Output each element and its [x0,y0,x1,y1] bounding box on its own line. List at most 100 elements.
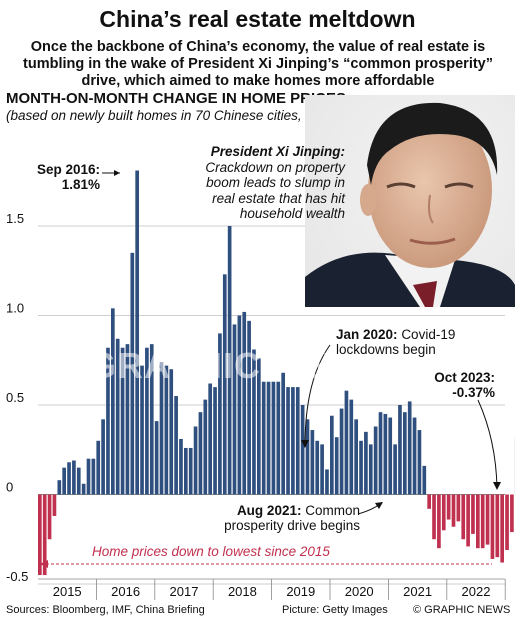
aug2021-date: Aug 2021: [236,503,302,518]
x-tick-label: 2017 [170,584,199,599]
sep2016-date: Sep 2016: [36,162,100,177]
bar [495,494,500,558]
bar [427,494,431,509]
bar [271,381,276,495]
oct2023-annotation: Oct 2023: -0.37% [405,370,495,400]
bar [378,412,383,495]
bar [57,480,62,495]
bar [184,447,188,495]
bar [315,440,320,495]
bar [286,387,290,495]
x-tick-label: 2022 [462,584,491,599]
bar [120,347,125,495]
bar [461,494,466,540]
bar [364,431,368,495]
bar [505,494,509,550]
bar [96,440,101,495]
jan2020-arrowhead [301,440,309,448]
subtitle: Once the backbone of China’s economy, th… [23,39,493,89]
lowest-note: Home prices down to lowest since 2015 [92,544,330,559]
bar [456,494,461,522]
bar [81,483,86,495]
main-title: China’s real estate meltdown [99,6,416,32]
bar [188,447,193,495]
bar [344,390,349,495]
oct2023-value: -0.37% [452,385,495,400]
bar [247,320,251,495]
bar [407,401,412,495]
bar [500,494,504,563]
bar [368,444,373,495]
y-ticks: -0.5 0 0.5 1.0 1.5 [6,211,28,584]
sep2016-arrowhead [114,170,120,176]
bar [154,421,159,495]
bar [334,437,339,495]
bar [339,408,344,495]
x-tick-label: 2016 [111,584,140,599]
jan2020-annotation: Jan 2020: Covid-19 lockdowns begin [336,327,486,357]
bar [432,494,436,540]
bar [198,412,203,495]
bar [208,383,212,495]
bar [52,494,57,516]
bar [222,274,227,495]
bar [412,417,417,495]
aug2021-annotation: Aug 2021: Common prosperity drive begins [200,503,360,533]
bar [300,405,305,495]
bar [218,333,222,495]
xi-text: Crackdown on property boom leads to slum… [205,159,345,222]
lowest-arrowhead [40,560,48,568]
bar [349,399,354,495]
bar-chart: -0.5 0 0.5 1.0 1.5 2015 2016 2017 2018 2019 2020 2… [6,170,515,600]
bar [106,347,110,495]
x-tick-label: 2021 [403,584,432,599]
bar [164,365,169,495]
bar [252,349,256,495]
aug2021-text-a: Common [305,503,360,518]
bar [330,415,334,495]
bar [383,413,388,495]
chart-subheading: (based on newly built homes in 70 Chines… [6,108,322,123]
bar [115,338,120,495]
bar [72,460,76,495]
grid [38,225,505,585]
oct2023-arrow [477,399,498,489]
sources: Sources: Bloomberg, IMF, China Briefing [6,604,205,616]
aug2021-text-b: prosperity drive begins [224,518,360,533]
bar [76,467,81,495]
bar [276,381,281,495]
bar [451,494,456,527]
bar [135,170,139,495]
bar [422,465,427,495]
bar [480,494,485,549]
bar [62,467,66,495]
bars [38,170,515,576]
bar [237,315,242,495]
bar [257,358,261,495]
x-tick-label: 2019 [286,584,315,599]
bar [266,381,271,495]
xi-heading: President Xi Jinping: [210,144,345,159]
bar [359,440,363,495]
x-tick-label: 2018 [228,584,257,599]
bar [86,458,91,495]
x-tick-label: 2015 [53,584,82,599]
bar [325,469,329,495]
bar [476,494,480,549]
oct2023-arrowhead [493,482,501,490]
bar [310,430,315,495]
jan2020-date: Jan 2020: [336,327,398,342]
bar [145,347,149,495]
bar [446,494,451,520]
bar [437,494,441,549]
xi-annotation: President Xi Jinping: Crackdown on prope… [185,144,345,222]
bar [388,417,393,495]
bar [42,494,47,576]
y-tick-label: -0.5 [6,569,28,584]
bar [140,365,144,495]
y-tick-label: 0 [6,480,13,495]
y-tick-label: 1.5 [6,211,24,226]
jan2020-arrow [304,344,331,447]
bar [354,419,358,495]
annotation-arrows [40,170,501,568]
